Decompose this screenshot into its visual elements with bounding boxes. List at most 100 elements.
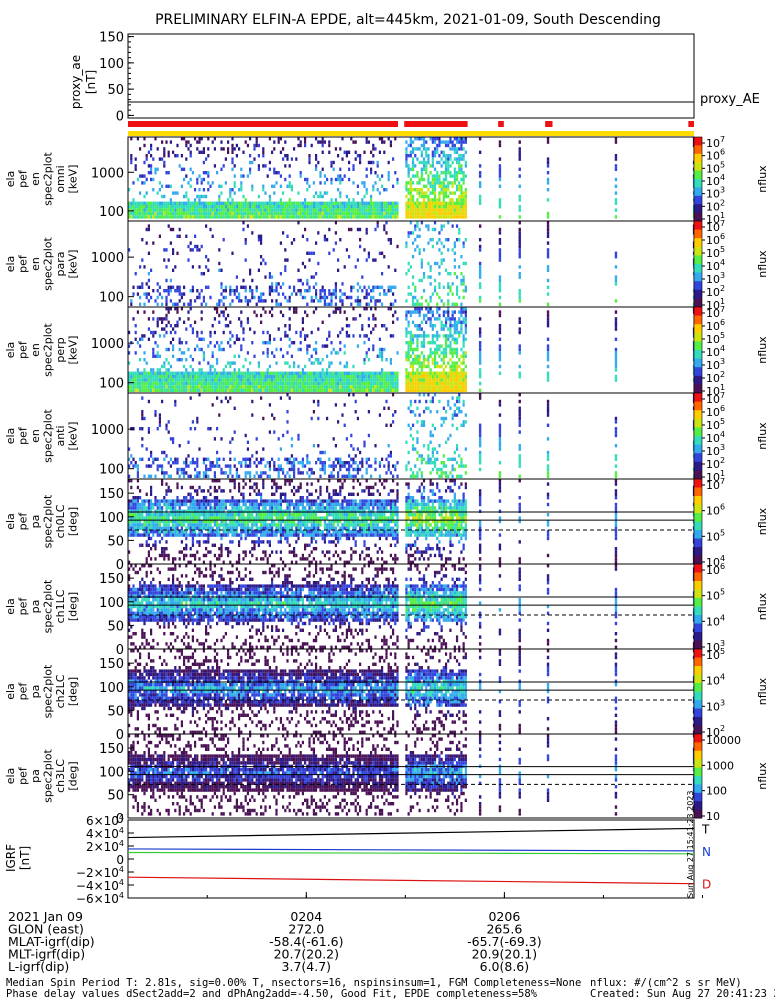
spectrogram-cell: [211, 324, 214, 328]
spectrogram-cell: [352, 201, 355, 205]
spectrogram-cell: [411, 364, 415, 369]
spectrogram-cell: [312, 205, 315, 209]
spectrogram-cell: [447, 317, 450, 321]
spectrogram-cell: [438, 194, 441, 199]
spectrogram-cell: [249, 289, 252, 293]
spectrogram-cell: [348, 388, 351, 392]
spectrogram-cell: [187, 375, 190, 379]
spectrogram-cell: [165, 184, 168, 188]
spectrogram-cell: [367, 375, 370, 379]
spectrogram-cell: [282, 208, 285, 212]
spectrogram-cell: [378, 285, 381, 289]
spectrogram-cell: [231, 371, 234, 375]
spectrogram-cell: [420, 174, 423, 178]
spectrogram-cell: [198, 265, 201, 269]
spectrogram-cell: [414, 302, 417, 306]
spectrogram-cell: [367, 385, 370, 389]
spectrogram-cell: [178, 378, 181, 382]
spectrogram-cell: [275, 371, 278, 375]
spectrogram-strip-cell: [518, 184, 521, 188]
spectrogram-cell: [436, 450, 439, 455]
spectrogram-cell: [436, 375, 439, 379]
spectrogram-cell: [389, 371, 392, 375]
spectrogram-cell: [427, 188, 430, 192]
spectrogram-cell: [370, 194, 373, 199]
spectrogram-cell: [295, 157, 298, 161]
spectrogram-cell: [447, 194, 450, 199]
spectrogram-cell: [442, 224, 445, 228]
energy-ytick-label: 1000: [91, 337, 124, 352]
spectrogram-cell: [315, 461, 318, 465]
spectrogram-cell: [429, 378, 432, 382]
spectrogram-cell: [282, 292, 285, 296]
spectrogram-cell: [134, 499, 137, 503]
colorbar-segment: [694, 324, 702, 334]
spectrogram-cell: [231, 474, 234, 478]
spectrogram-cell: [178, 227, 181, 232]
spectrogram-cell: [429, 399, 432, 404]
spectrogram-cell: [257, 205, 260, 209]
spectrogram-cell: [165, 423, 168, 427]
spectrogram-cell: [323, 140, 326, 144]
spectrogram-cell: [290, 437, 293, 441]
spectrogram-cell: [354, 157, 357, 161]
spectrogram-cell: [143, 499, 146, 503]
spectrogram-cell: [158, 208, 161, 212]
spectrogram-cell: [359, 157, 362, 161]
spectrogram-cell: [255, 371, 258, 375]
spectrogram-cell: [414, 381, 417, 386]
spectrogram-cell: [312, 285, 315, 289]
spectrogram-cell: [304, 337, 307, 341]
spectrogram-cell: [440, 375, 443, 379]
spectrogram-cell: [167, 289, 170, 293]
spectrogram-cell: [374, 211, 377, 216]
spectrogram-cell: [220, 191, 223, 195]
spectrogram-cell: [191, 378, 194, 382]
spectrogram-cell: [449, 208, 452, 212]
spectrogram-cell: [449, 330, 452, 335]
spectrogram-cell: [154, 171, 157, 175]
spectrogram-cell: [227, 324, 230, 328]
spectrogram-cell: [416, 388, 419, 392]
spectrogram-cell: [282, 215, 285, 219]
spectrogram-cell: [198, 208, 201, 212]
spectrogram-cell: [262, 154, 265, 158]
spectrogram-cell: [284, 385, 287, 389]
spectrogram-cell: [218, 299, 221, 303]
spectrogram-cell: [321, 295, 324, 300]
spectrogram-cell: [194, 347, 197, 352]
spectrogram-cell: [290, 378, 293, 382]
spectrogram-cell: [145, 295, 148, 300]
spectrogram-cell: [374, 378, 377, 382]
spectrogram-cell: [134, 324, 137, 328]
spectrogram-cell: [178, 474, 181, 478]
spectrogram-cell: [249, 211, 252, 216]
spectrogram-cell: [165, 289, 168, 293]
spectrogram-cell: [196, 378, 199, 382]
spectrogram-cell: [365, 201, 368, 205]
spectrogram-cell: [460, 211, 463, 216]
spectrogram-cell: [277, 471, 280, 475]
spectrogram-cell: [323, 467, 326, 472]
spectrogram-cell: [141, 381, 144, 386]
spectrogram-cell: [211, 403, 214, 407]
spectrogram-cell: [442, 191, 445, 195]
spectrogram-cell: [172, 211, 175, 216]
spectrogram-cell: [442, 171, 445, 175]
spectrogram-cell: [431, 140, 434, 144]
spectrogram-cell: [293, 457, 296, 461]
spectrogram-cell: [431, 381, 434, 386]
spectrogram-strip-cell: [518, 251, 521, 255]
spectrogram-cell: [464, 378, 467, 382]
spectrogram-cell: [231, 201, 234, 205]
spectrogram-cell: [246, 447, 249, 451]
spectrogram-cell: [242, 221, 245, 225]
spectrogram-strip-cell: [478, 268, 482, 272]
spectrogram-strip-cell: [518, 167, 521, 171]
spectrogram-cell: [279, 215, 282, 219]
spectrogram-cell: [176, 375, 179, 379]
spectrogram-cell: [312, 201, 315, 205]
spectrogram-cell: [425, 201, 428, 205]
spectrogram-cell: [246, 464, 249, 468]
spectrogram-cell: [194, 205, 197, 209]
